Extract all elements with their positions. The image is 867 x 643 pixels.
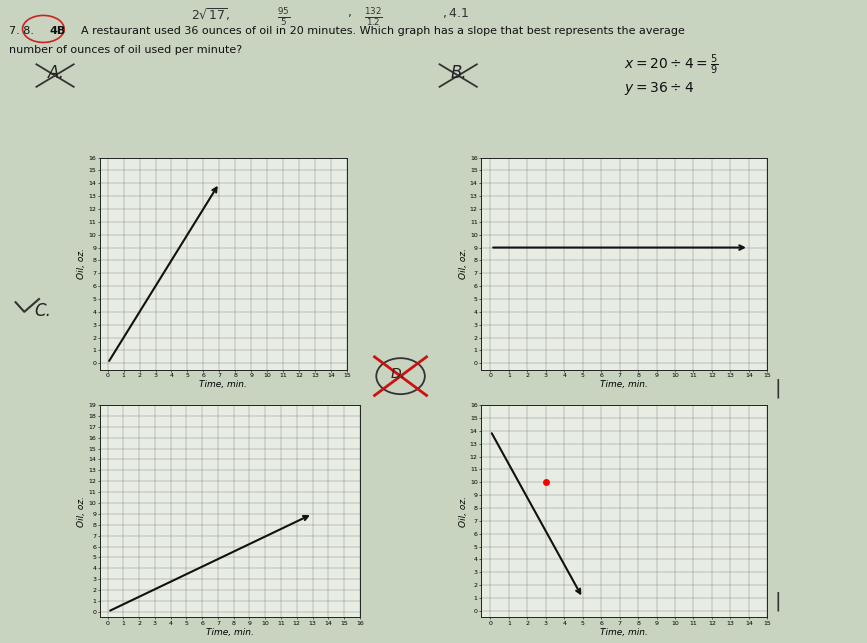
Text: $\frac{95}{5}$: $\frac{95}{5}$: [277, 6, 290, 28]
Text: $x= 20\div4 = \frac{5}{9}$: $x= 20\div4 = \frac{5}{9}$: [624, 53, 719, 77]
Text: $\frac{132}{1.2}$: $\frac{132}{1.2}$: [364, 6, 383, 28]
Text: |: |: [774, 592, 781, 611]
Text: $,$: $,$: [347, 6, 351, 19]
Text: $, 4.1$: $, 4.1$: [442, 6, 469, 21]
Text: A.: A.: [48, 64, 64, 82]
X-axis label: Time, min.: Time, min.: [600, 628, 649, 637]
X-axis label: Time, min.: Time, min.: [600, 380, 649, 389]
Text: A restaurant used 36 ounces of oil in 20 minutes. Which graph has a slope that b: A restaurant used 36 ounces of oil in 20…: [81, 26, 686, 36]
Text: 7. 8.: 7. 8.: [9, 26, 34, 36]
Y-axis label: Oil, oz.: Oil, oz.: [459, 496, 468, 527]
Text: B.: B.: [451, 64, 467, 82]
Text: $2\sqrt{17},$: $2\sqrt{17},$: [191, 6, 231, 23]
Text: C.: C.: [35, 302, 51, 320]
X-axis label: Time, min.: Time, min.: [205, 628, 254, 637]
X-axis label: Time, min.: Time, min.: [199, 380, 247, 389]
Text: D.: D.: [390, 367, 405, 381]
Text: |: |: [774, 378, 781, 397]
Text: number of ounces of oil used per minute?: number of ounces of oil used per minute?: [9, 45, 242, 55]
Text: $y= 36\div4$: $y= 36\div4$: [624, 80, 694, 97]
Y-axis label: Oil, oz.: Oil, oz.: [77, 248, 87, 279]
Text: 4B: 4B: [49, 26, 66, 36]
Y-axis label: Oil, oz.: Oil, oz.: [459, 248, 468, 279]
Y-axis label: Oil, oz.: Oil, oz.: [77, 496, 87, 527]
